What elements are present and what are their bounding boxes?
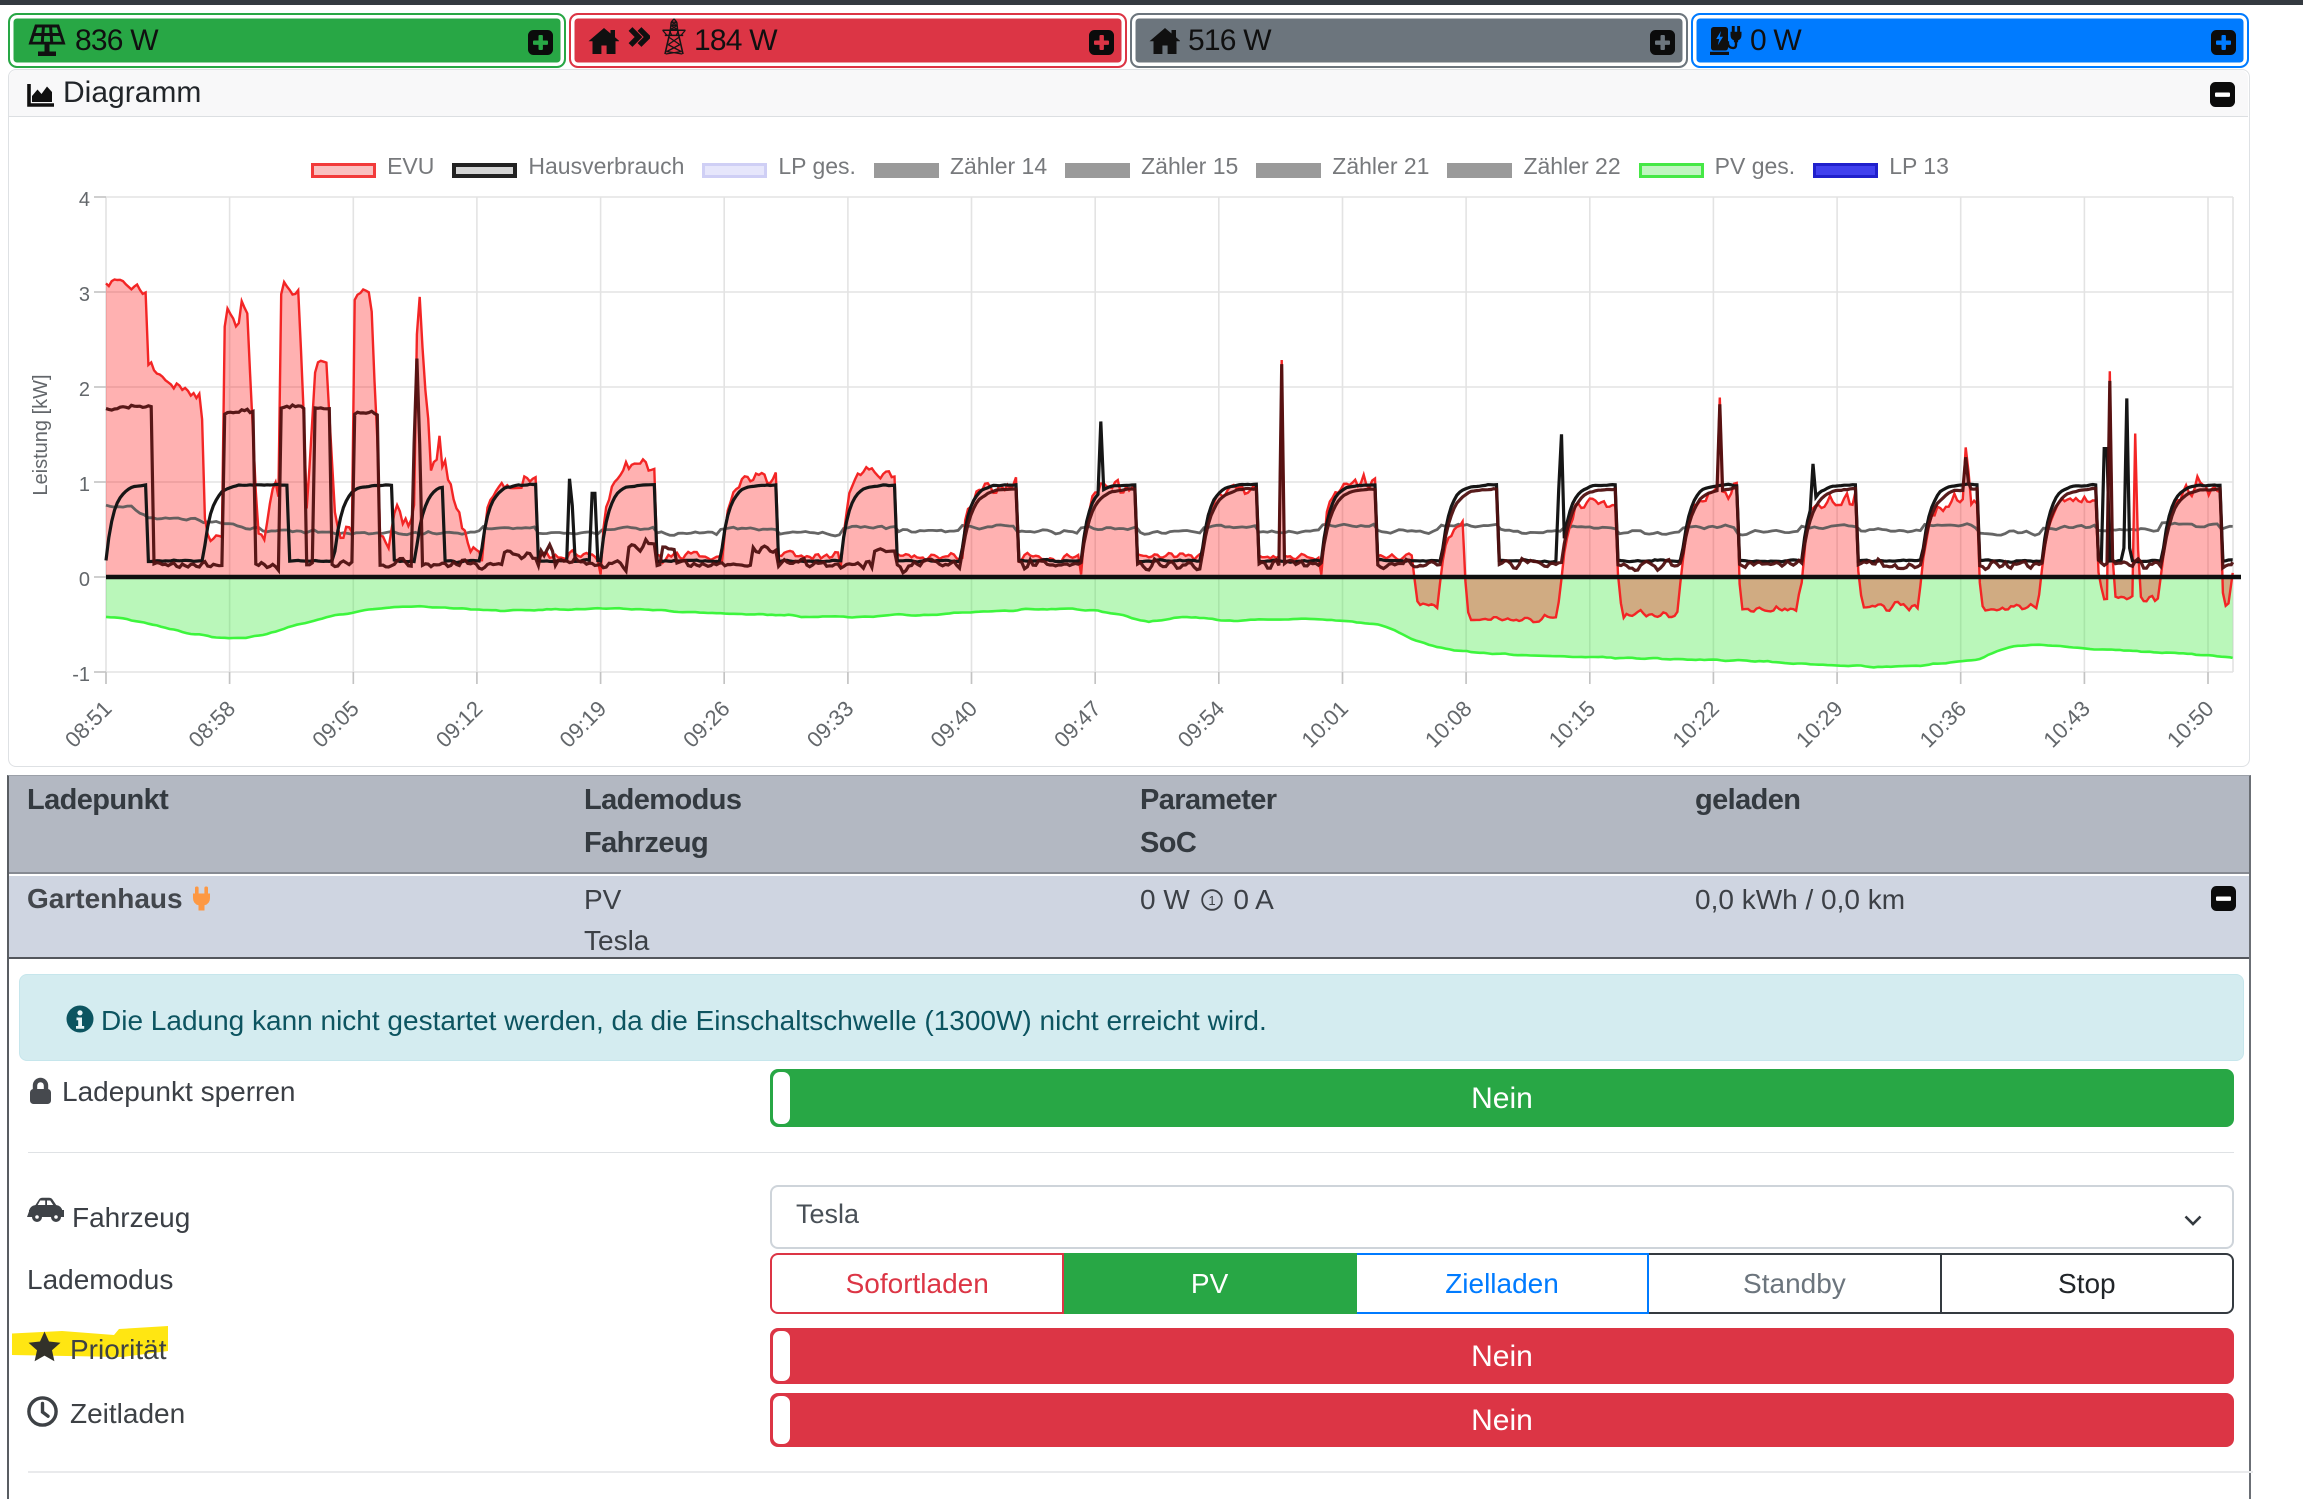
svg-text:10:22: 10:22 — [1667, 696, 1724, 753]
svg-text:10:43: 10:43 — [2038, 696, 2095, 753]
svg-text:1: 1 — [79, 474, 90, 496]
svg-text:4: 4 — [79, 189, 90, 211]
svg-text:09:05: 09:05 — [307, 696, 364, 753]
svg-text:0: 0 — [79, 569, 90, 591]
svg-text:08:51: 08:51 — [60, 696, 117, 753]
svg-text:-1: -1 — [72, 664, 90, 686]
svg-text:09:54: 09:54 — [1173, 696, 1230, 753]
svg-text:2: 2 — [79, 379, 90, 401]
svg-text:10:29: 10:29 — [1791, 696, 1848, 753]
svg-text:10:01: 10:01 — [1296, 696, 1353, 753]
svg-text:09:40: 09:40 — [925, 696, 982, 753]
svg-text:1: 1 — [1208, 893, 1215, 908]
svg-text:09:12: 09:12 — [431, 696, 488, 753]
svg-text:10:50: 10:50 — [2162, 696, 2219, 753]
svg-text:10:15: 10:15 — [1544, 696, 1601, 753]
svg-text:10:36: 10:36 — [1915, 696, 1972, 753]
svg-text:3: 3 — [79, 284, 90, 306]
svg-text:Leistung [kW]: Leistung [kW] — [30, 374, 52, 495]
svg-text:08:58: 08:58 — [184, 696, 241, 753]
svg-text:09:33: 09:33 — [802, 696, 859, 753]
svg-text:09:26: 09:26 — [678, 696, 735, 753]
svg-text:09:19: 09:19 — [555, 696, 612, 753]
svg-text:09:47: 09:47 — [1049, 696, 1106, 753]
svg-text:10:08: 10:08 — [1420, 696, 1477, 753]
